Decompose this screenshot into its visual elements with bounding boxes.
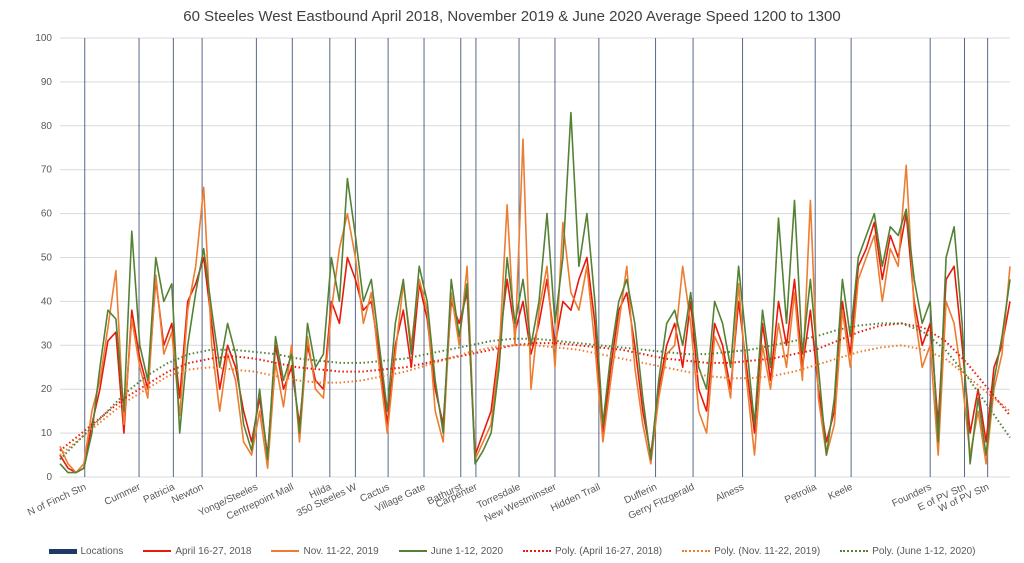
y-axis-ticks: 0 10 20 30 40 50 60 70 80 90 100 [35, 33, 52, 483]
x-tick-label: Keele [827, 482, 855, 503]
legend-label: Poly. (April 16-27, 2018) [555, 545, 663, 557]
legend-swatch [48, 548, 77, 554]
legend-swatch [523, 550, 551, 552]
legend-item-poly-nov-2019[interactable]: Poly. (Nov. 11-22, 2019) [682, 546, 820, 557]
x-tick-label: Petrolia [783, 482, 819, 506]
series-line-april-16-27-2018 [59, 212, 1011, 474]
y-tick-label: 40 [41, 296, 53, 307]
legend-swatch [398, 550, 427, 552]
x-tick-label: Alness [714, 482, 746, 505]
legend-label: Poly. (June 1-12, 2020) [872, 545, 976, 557]
x-tick-label: Patricia [142, 482, 177, 506]
legend-label: June 1-12, 2020 [430, 545, 503, 557]
legend-item-april-2018[interactable]: April 16-27, 2018 [143, 546, 251, 557]
x-tick-label: Cummer [103, 481, 143, 507]
x-tick-label: N of Finch Stn [26, 482, 88, 519]
y-tick-label: 50 [41, 253, 53, 264]
series-line-june-1-12-2020 [59, 111, 1011, 474]
legend-swatch [271, 550, 300, 552]
x-axis-labels: N of Finch Stn Cummer PatriciaNewtonYonge/… [26, 481, 991, 524]
y-tick-label: 20 [41, 384, 53, 395]
chart-title: 60 Steeles West Eastbound April 2018, No… [183, 8, 841, 25]
legend: Locations April 16-27, 2018 Nov. 11-22, … [0, 543, 1024, 559]
legend-swatch [143, 550, 172, 552]
location-lines [84, 38, 989, 477]
legend-label: Poly. (Nov. 11-22, 2019) [714, 545, 821, 557]
series-line-nov-11-22-2019 [59, 138, 1011, 474]
x-tick-label: Hidden Trail [549, 482, 602, 515]
legend-label: Nov. 11-22, 2019 [303, 545, 379, 557]
y-tick-label: 10 [41, 428, 53, 439]
y-tick-label: 90 [41, 77, 53, 88]
series-lines [59, 111, 1011, 474]
y-tick-label: 0 [46, 472, 52, 483]
legend-item-poly-june-2020[interactable]: Poly. (June 1-12, 2020) [840, 546, 975, 557]
y-tick-label: 30 [41, 340, 53, 351]
legend-item-june-2020[interactable]: June 1-12, 2020 [398, 545, 503, 557]
y-tick-label: 80 [41, 121, 53, 132]
legend-swatch [840, 550, 869, 552]
y-tick-label: 70 [41, 165, 53, 176]
y-tick-label: 60 [41, 209, 53, 220]
legend-label: April 16-27, 2018 [175, 545, 252, 557]
x-tick-label: Newton [170, 482, 205, 506]
legend-item-locations[interactable]: Locations [48, 545, 124, 557]
legend-item-nov-2019[interactable]: Nov. 11-22, 2019 [271, 545, 379, 557]
y-tick-label: 100 [35, 33, 52, 44]
series-line-poly-april-16-27-2018 [59, 322, 1011, 452]
legend-swatch [682, 550, 711, 552]
legend-label: Locations [80, 545, 124, 557]
x-tick-label: Gerry Fitzgerald [627, 482, 697, 522]
legend-item-poly-april-2018[interactable]: Poly. (April 16-27, 2018) [523, 546, 662, 557]
